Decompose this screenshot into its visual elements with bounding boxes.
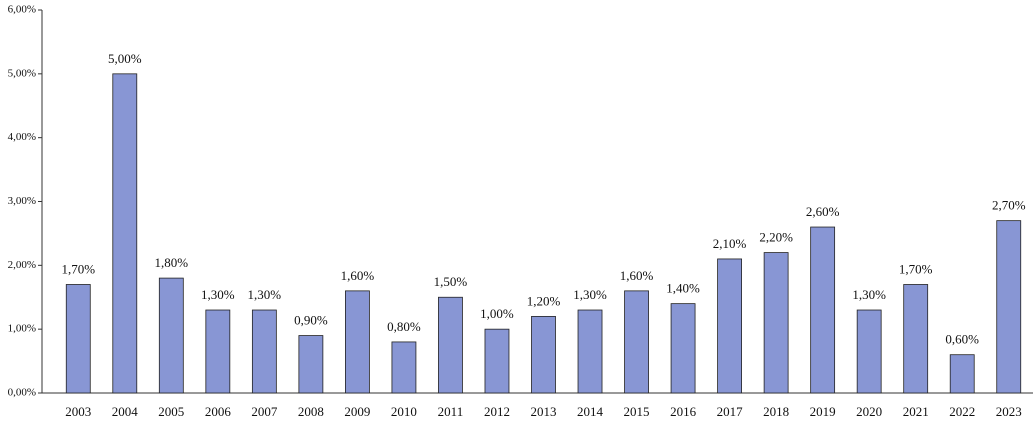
value-label: 0,80%	[387, 319, 421, 334]
bar	[484, 328, 510, 394]
x-tick-label: 2015	[624, 404, 650, 419]
value-label: 1,60%	[620, 268, 654, 283]
y-tick-label: 2,00%	[8, 259, 36, 271]
x-tick-label: 2023	[996, 404, 1022, 419]
y-tick-label: 6,00%	[8, 4, 36, 16]
value-label: 1,70%	[899, 261, 933, 276]
bar	[949, 354, 975, 394]
x-tick-label: 2003	[65, 404, 91, 419]
value-label: 1,30%	[852, 287, 886, 302]
bar	[112, 73, 138, 394]
x-tick-label: 2012	[484, 404, 510, 419]
value-label: 1,50%	[434, 274, 468, 289]
bar	[856, 309, 882, 394]
y-tick-label: 3,00%	[8, 195, 36, 207]
bar	[298, 335, 324, 394]
x-tick-label: 2011	[438, 404, 464, 419]
x-tick-label: 2010	[391, 404, 417, 419]
value-label: 2,10%	[713, 236, 747, 251]
x-tick-label: 2008	[298, 404, 324, 419]
x-tick-label: 2021	[903, 404, 929, 419]
value-label: 1,00%	[480, 306, 514, 321]
bar	[391, 341, 417, 394]
y-tick-label: 1,00%	[8, 323, 36, 335]
x-tick-label: 2022	[949, 404, 975, 419]
bar	[205, 309, 231, 394]
bar	[251, 309, 277, 394]
x-tick-label: 2016	[670, 404, 697, 419]
value-label: 1,20%	[527, 293, 561, 308]
bar	[996, 220, 1022, 394]
x-tick-label: 2009	[344, 404, 370, 419]
bar	[531, 315, 556, 394]
y-tick-label: 0,00%	[8, 387, 36, 399]
bar	[763, 252, 789, 394]
bar	[624, 290, 649, 394]
x-tick-label: 2017	[717, 404, 744, 419]
bar	[670, 303, 696, 394]
x-tick-label: 2019	[810, 404, 836, 419]
value-label: 1,30%	[248, 287, 282, 302]
value-label: 2,60%	[806, 204, 840, 219]
bar	[345, 290, 370, 394]
bar	[717, 258, 742, 394]
value-label: 2,70%	[992, 198, 1026, 213]
bar	[438, 296, 463, 394]
x-tick-label: 2014	[577, 404, 604, 419]
bar	[810, 226, 836, 394]
value-label: 2,20%	[759, 230, 793, 245]
x-tick-label: 2013	[531, 404, 557, 419]
bar	[158, 277, 184, 394]
value-label: 1,60%	[341, 268, 375, 283]
value-label: 0,60%	[945, 332, 979, 347]
x-tick-label: 2005	[158, 404, 184, 419]
value-label: 0,90%	[294, 313, 328, 328]
x-tick-label: 2018	[763, 404, 789, 419]
value-label: 1,30%	[201, 287, 235, 302]
value-label: 1,80%	[155, 255, 189, 270]
value-label: 1,30%	[573, 287, 607, 302]
y-tick-label: 5,00%	[8, 67, 36, 79]
y-tick-label: 4,00%	[8, 131, 36, 143]
x-tick-label: 2007	[251, 404, 278, 419]
value-label: 5,00%	[108, 51, 142, 66]
x-tick-label: 2004	[112, 404, 139, 419]
x-tick-label: 2006	[205, 404, 232, 419]
bar	[65, 284, 91, 394]
bar	[577, 309, 603, 394]
bar	[903, 284, 929, 394]
value-label: 1,70%	[61, 261, 95, 276]
x-tick-label: 2020	[856, 404, 882, 419]
value-label: 1,40%	[666, 281, 700, 296]
